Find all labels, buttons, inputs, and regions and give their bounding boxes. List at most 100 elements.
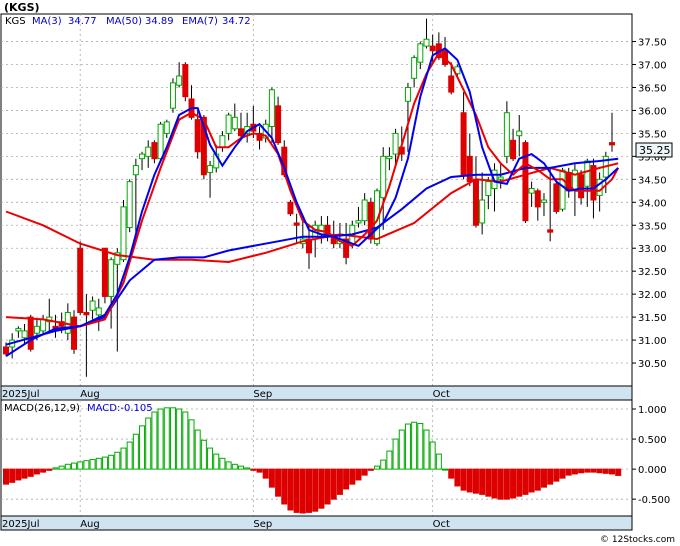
candle-body-up (516, 130, 523, 137)
price-x-label: Oct (433, 389, 450, 400)
candle (83, 294, 90, 377)
macd-bar-positive (169, 407, 176, 470)
candle-body-up (355, 220, 362, 224)
candle-body-down (182, 64, 189, 98)
last-price: 35.25 (639, 144, 671, 157)
candle-body-up (503, 112, 510, 157)
macd-bar-negative (33, 468, 40, 475)
macd-bar-negative (571, 468, 578, 475)
macd-bar-negative (281, 468, 288, 505)
ma-red-long-line (5, 162, 619, 264)
candle (287, 200, 294, 217)
candle-body-down (510, 139, 517, 160)
candle-body-up (139, 153, 146, 160)
macd-bar-negative (256, 468, 263, 473)
candle-body-up (231, 116, 238, 130)
price-tick-label: 36.50 (638, 83, 667, 94)
candle-body-down (293, 222, 300, 226)
candle-body-down (3, 346, 9, 355)
candle (448, 62, 455, 95)
macd-bar-negative (602, 468, 609, 474)
price-tick-label: 36.00 (638, 106, 667, 117)
macd-bar-negative (293, 468, 300, 513)
macd-bar-positive (237, 465, 244, 470)
macd-bar-negative (299, 468, 306, 514)
candle (95, 298, 102, 331)
candle (479, 172, 486, 235)
macd-bar-positive (392, 438, 399, 470)
candle-body-up (176, 75, 183, 86)
macd-bar-negative (590, 468, 597, 473)
macd-bar-positive (380, 459, 387, 470)
macd-x-label: Sep (253, 519, 272, 530)
candle-body-down (534, 190, 541, 208)
macd-bar-positive (429, 441, 436, 470)
legend-ma3-value: 34.77 (68, 16, 97, 27)
candle-body-up (114, 252, 121, 265)
price-tick-label: 35.50 (638, 129, 667, 140)
price-tick-label: 32.50 (638, 267, 667, 278)
candle-body-up (145, 146, 152, 157)
candle-body-down (343, 238, 350, 258)
macd-bar-negative (275, 468, 282, 497)
macd-x-label: Oct (433, 519, 450, 530)
macd-bar-positive (386, 450, 393, 470)
candle-body-up (380, 155, 387, 199)
candle-body-down (460, 112, 467, 176)
candle (392, 128, 399, 166)
candle (163, 119, 170, 138)
macd-bar-negative (510, 468, 517, 499)
price-legend: KGS MA(3) 34.77 MA(50) 34.89 EMA(7) 34.7… (5, 16, 251, 27)
macd-bar-positive (188, 419, 195, 470)
candle-body-down (237, 128, 244, 137)
candle-body-up (132, 165, 139, 176)
candle-body-down (27, 316, 34, 350)
candle (176, 62, 183, 88)
macd-bar-negative (250, 468, 257, 471)
macd-bar-negative (3, 468, 9, 485)
candle-body-up (584, 160, 591, 187)
macd-bar-positive (71, 462, 78, 470)
candle-body-up (108, 259, 115, 297)
macd-bar-positive (77, 461, 84, 470)
macd-bar-negative (306, 468, 312, 513)
macd-bar-positive (132, 433, 139, 470)
macd-bar-negative (584, 468, 591, 473)
candle (237, 112, 244, 141)
watermark: © 12Stocks.com (600, 535, 675, 545)
candle-body-up (15, 328, 22, 332)
candle (207, 160, 214, 198)
macd-bar-positive (213, 453, 220, 470)
candle (27, 314, 34, 352)
macd-bar-positive (64, 463, 71, 470)
candle (460, 92, 467, 180)
candle-body-up (33, 325, 40, 334)
macd-bar-negative (287, 468, 294, 511)
price-tick-label: 32.00 (638, 290, 667, 301)
candle-body-up (120, 206, 127, 261)
macd-bar-negative (343, 468, 350, 490)
chart-title: (KGS) (4, 1, 40, 14)
macd-bar-negative (27, 468, 34, 477)
candle (374, 188, 381, 246)
macd-bar-positive (398, 429, 405, 470)
candle-body-up (386, 155, 393, 160)
candle-body-down (77, 247, 84, 314)
candle-body-up (540, 199, 547, 203)
candle-body-down (151, 142, 158, 160)
candle (609, 112, 615, 152)
candle (540, 193, 547, 217)
candle-body-up (157, 123, 164, 160)
price-x-label: Aug (80, 389, 100, 400)
candle-body-up (417, 43, 424, 63)
macd-bar-positive (52, 467, 59, 470)
macd-bar-negative (559, 468, 566, 479)
macd-x-axis-band (0, 515, 633, 531)
macd-bar-negative (330, 468, 337, 500)
macd-bar-positive (423, 429, 430, 470)
candle (182, 62, 189, 102)
candle (553, 181, 560, 214)
macd-bar-negative (46, 468, 53, 471)
candle-body-up (485, 181, 492, 196)
macd-tick-label: 0.000 (638, 465, 667, 476)
